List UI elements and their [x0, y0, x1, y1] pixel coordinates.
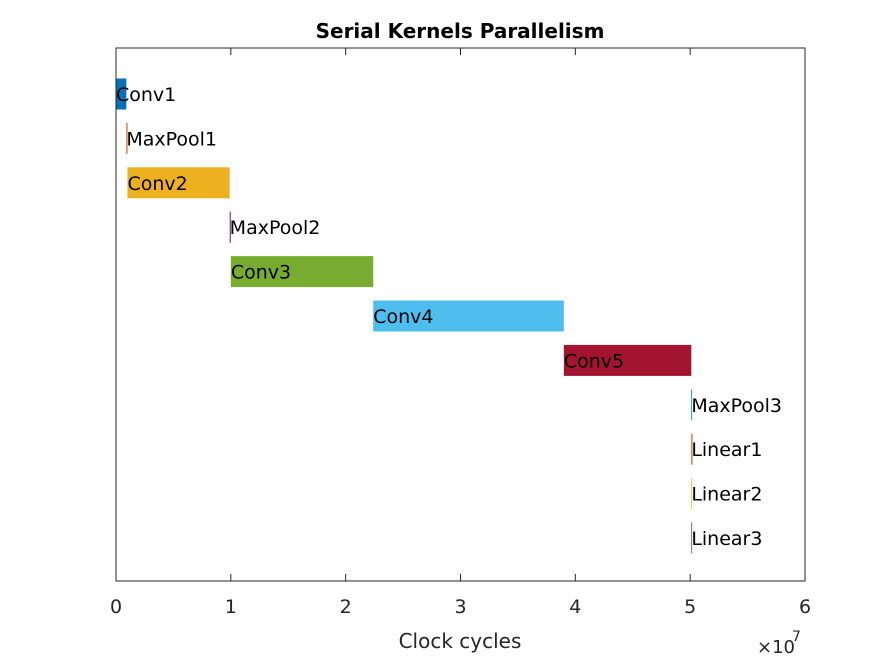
bar-label-linear3: Linear3	[691, 528, 762, 550]
bar-maxpool2	[229, 211, 231, 243]
bar-maxpool1	[126, 122, 128, 154]
x-axis-ticks: 0 1 2 3 4 5 6	[110, 48, 811, 618]
chart-title: Serial Kernels Parallelism	[316, 19, 605, 43]
bar-conv5	[563, 344, 692, 376]
bar-conv3	[230, 256, 374, 288]
bar-label-linear2: Linear2	[691, 484, 762, 506]
x-tick-label: 4	[569, 596, 581, 618]
bar-conv4	[373, 300, 564, 332]
x-tick-label: 5	[684, 596, 696, 618]
bar-label-conv1: Conv1	[116, 84, 176, 106]
x-axis-label: Clock cycles	[399, 629, 522, 653]
bar-label-maxpool3: MaxPool3	[691, 395, 782, 417]
bars-layer: Conv1 MaxPool1 Conv2 MaxPool2 Conv3 Conv4 Conv…	[116, 78, 782, 554]
x-tick-label: 0	[110, 596, 122, 618]
bar-label-conv5: Conv5	[564, 350, 624, 372]
x-tick-label: 3	[454, 596, 466, 618]
x-axis-exponent-power: 7	[792, 629, 801, 645]
x-axis-exponent: ×10 7	[757, 629, 801, 658]
bar-maxpool3	[691, 389, 693, 421]
x-tick-label: 2	[340, 596, 352, 618]
bar-label-conv3: Conv3	[231, 262, 291, 284]
bar-conv2	[127, 167, 230, 199]
bar-linear3	[691, 522, 693, 554]
x-tick-label: 1	[225, 596, 237, 618]
bar-linear1	[691, 433, 693, 465]
bar-label-maxpool1: MaxPool1	[126, 128, 217, 150]
x-axis-exponent-base: ×10	[757, 637, 795, 658]
bar-conv1	[116, 78, 127, 110]
bar-label-conv4: Conv4	[373, 306, 433, 328]
bar-label-conv2: Conv2	[127, 173, 187, 195]
x-tick-label: 6	[799, 596, 811, 618]
bar-linear2	[691, 478, 693, 510]
bar-label-maxpool2: MaxPool2	[230, 217, 321, 239]
bar-label-linear1: Linear1	[691, 439, 762, 461]
